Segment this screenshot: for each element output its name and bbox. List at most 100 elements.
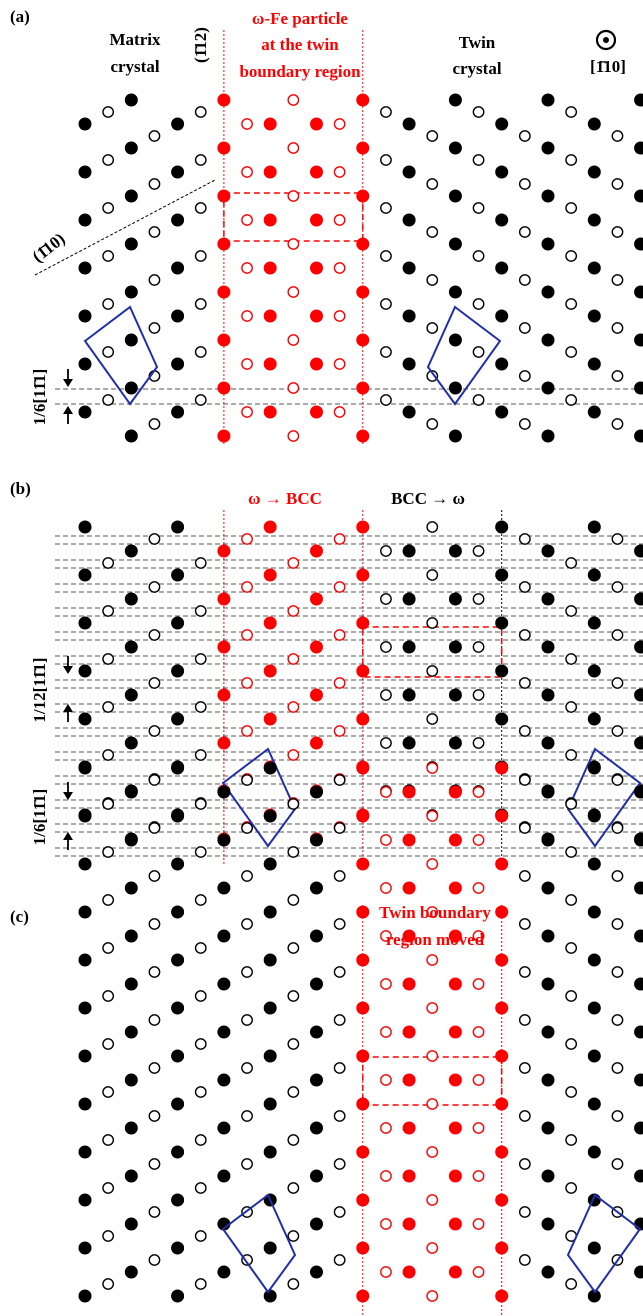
open-atom — [149, 419, 159, 429]
open-atom — [427, 1291, 437, 1301]
open-atom — [242, 919, 252, 929]
open-atom — [149, 1015, 159, 1025]
filled-atom — [403, 358, 415, 370]
filled-atom — [403, 406, 415, 418]
open-atom — [288, 558, 298, 568]
open-atom — [242, 726, 252, 736]
open-atom — [427, 1147, 437, 1157]
open-atom — [612, 678, 622, 688]
open-atom — [612, 275, 622, 285]
filled-atom — [357, 334, 369, 346]
open-atom — [242, 823, 252, 833]
open-atom — [103, 606, 113, 616]
filled-atom — [311, 882, 323, 894]
filled-atom — [218, 930, 230, 942]
open-atom — [427, 1099, 437, 1109]
filled-atom — [496, 1002, 508, 1014]
open-atom — [566, 606, 576, 616]
open-atom — [103, 155, 113, 165]
filled-atom — [496, 1290, 508, 1302]
filled-atom — [126, 737, 138, 749]
filled-atom — [542, 834, 554, 846]
open-atom — [612, 630, 622, 640]
open-atom — [473, 1219, 483, 1229]
filled-atom — [311, 1218, 323, 1230]
particle-label: boundary region — [239, 62, 361, 81]
filled-atom — [589, 810, 601, 822]
filled-atom — [357, 906, 369, 918]
filled-atom — [357, 1002, 369, 1014]
filled-atom — [589, 521, 601, 533]
filled-atom — [126, 978, 138, 990]
open-atom — [242, 1111, 252, 1121]
arrow-head — [63, 704, 73, 712]
filled-atom — [79, 521, 91, 533]
arrow-head — [63, 666, 73, 674]
filled-atom — [635, 834, 643, 846]
filled-atom — [218, 689, 230, 701]
filled-atom — [635, 382, 643, 394]
filled-atom — [311, 1074, 323, 1086]
open-atom — [103, 203, 113, 213]
open-atom — [381, 1123, 391, 1133]
filled-atom — [403, 166, 415, 178]
panel-label: (b) — [10, 479, 31, 498]
open-atom — [103, 1279, 113, 1289]
filled-atom — [357, 1050, 369, 1062]
open-atom — [149, 775, 159, 785]
filled-atom — [357, 94, 369, 106]
filled-atom — [264, 569, 276, 581]
open-atom — [473, 787, 483, 797]
open-atom — [334, 823, 344, 833]
open-atom — [149, 1255, 159, 1265]
open-atom — [196, 251, 206, 261]
open-atom — [288, 239, 298, 249]
open-atom — [196, 702, 206, 712]
open-atom — [473, 251, 483, 261]
panel-label: (a) — [10, 7, 30, 26]
open-atom — [612, 419, 622, 429]
open-atom — [520, 775, 530, 785]
open-atom — [196, 155, 206, 165]
open-atom — [288, 943, 298, 953]
filled-atom — [172, 569, 184, 581]
zone-axis: [1̄10] — [590, 57, 626, 76]
open-atom — [288, 335, 298, 345]
open-atom — [520, 179, 530, 189]
open-atom — [473, 835, 483, 845]
transition-label: ω → BCC — [248, 489, 322, 508]
filled-atom — [126, 1266, 138, 1278]
filled-atom — [496, 762, 508, 774]
open-atom — [242, 775, 252, 785]
filled-atom — [496, 214, 508, 226]
open-atom — [242, 407, 252, 417]
filled-atom — [126, 1170, 138, 1182]
filled-atom — [172, 858, 184, 870]
open-atom — [196, 991, 206, 1001]
filled-atom — [496, 118, 508, 130]
filled-atom — [589, 262, 601, 274]
open-atom — [334, 871, 344, 881]
open-atom — [381, 787, 391, 797]
filled-atom — [126, 641, 138, 653]
open-atom — [520, 131, 530, 141]
panel-label: (c) — [10, 907, 29, 926]
region-label: region moved — [386, 930, 485, 949]
filled-atom — [172, 1242, 184, 1254]
open-atom — [196, 203, 206, 213]
filled-atom — [264, 1290, 276, 1302]
open-atom — [196, 606, 206, 616]
filled-atom — [589, 617, 601, 629]
filled-atom — [496, 521, 508, 533]
open-atom — [149, 1159, 159, 1169]
filled-atom — [542, 593, 554, 605]
filled-atom — [126, 834, 138, 846]
filled-atom — [496, 858, 508, 870]
filled-atom — [496, 1146, 508, 1158]
open-atom — [612, 227, 622, 237]
filled-atom — [126, 1074, 138, 1086]
filled-atom — [542, 1074, 554, 1086]
filled-atom — [264, 1098, 276, 1110]
filled-atom — [589, 214, 601, 226]
shift-label: 1/6[11̄1] — [30, 369, 49, 426]
